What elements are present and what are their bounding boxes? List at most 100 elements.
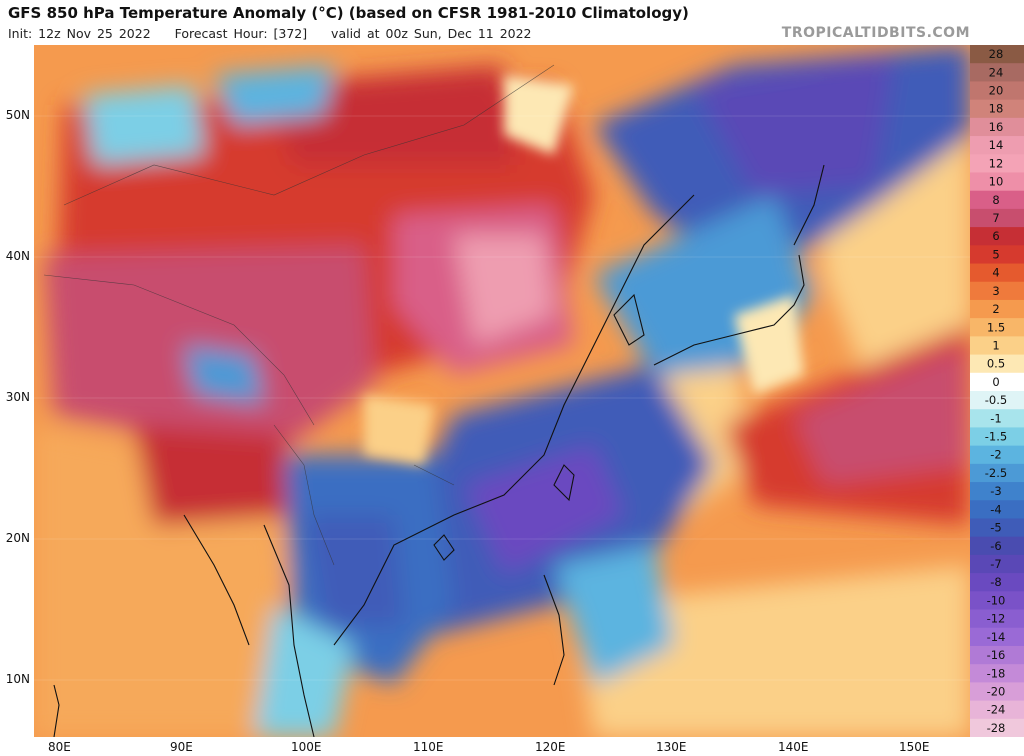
colorbar-label: 2 <box>992 302 999 316</box>
lon-label-80: 80E <box>48 740 71 754</box>
colorbar-swatch <box>970 500 1024 519</box>
lon-label-90: 90E <box>170 740 193 754</box>
colorbar-label: 8 <box>992 193 999 207</box>
colorbar-label: -4 <box>990 502 1001 516</box>
colorbar-swatch <box>970 391 1024 410</box>
colorbar-swatch <box>970 591 1024 611</box>
lat-label-30: 30N <box>5 390 30 404</box>
colorbar-label: 12 <box>989 156 1004 170</box>
brand-watermark: TROPICALTIDBITS.COM <box>781 25 970 41</box>
colorbar-swatch <box>970 81 1024 101</box>
colorbar-label: -2.5 <box>985 466 1007 480</box>
colorbar-swatch <box>970 245 1024 265</box>
colorbar-label: 0.5 <box>987 357 1005 371</box>
lon-label-130: 130E <box>656 740 687 754</box>
anomaly-shading <box>34 45 970 737</box>
coastlines <box>53 164 825 737</box>
neutral-bands <box>364 75 804 465</box>
colorbar-label: -14 <box>987 630 1006 644</box>
colorbar-label: -1.5 <box>985 430 1007 444</box>
colorbar-swatch <box>970 354 1024 374</box>
graticule <box>34 115 970 681</box>
colorbar-swatch <box>970 299 1024 319</box>
colorbar-swatch <box>970 645 1024 665</box>
colorbar-swatch <box>970 63 1024 82</box>
colorbar-label: 16 <box>989 120 1004 134</box>
colorbar-label: 24 <box>989 65 1004 79</box>
colorbar-swatch <box>970 573 1024 592</box>
colorbar-label: -10 <box>987 593 1006 607</box>
colorbar-swatch <box>970 372 1024 392</box>
colorbar: 28 24 20 18 16 14 12 10 8 7 6 5 4 3 2 1.5 1 0.5 0 -0.5 -1 -1.… <box>970 45 1024 737</box>
colorbar-label: -7 <box>990 557 1001 571</box>
colorbar-swatch <box>970 536 1024 556</box>
colorbar-swatch <box>970 682 1024 702</box>
colorbar-swatch <box>970 445 1024 465</box>
lon-label-100: 100E <box>291 740 322 754</box>
lat-label-20: 20N <box>5 531 30 545</box>
colorbar-label: 4 <box>992 266 999 280</box>
colorbar-swatch <box>970 208 1024 228</box>
lon-label-120: 120E <box>535 740 566 754</box>
colorbar-swatch <box>970 664 1024 683</box>
map-title: GFS 850 hPa Temperature Anomaly (°C) (ba… <box>8 4 689 22</box>
colorbar-label: -3 <box>990 484 1001 498</box>
colorbar-swatch <box>970 190 1024 210</box>
colorbar-label: -20 <box>987 684 1006 698</box>
colorbar-label: 0 <box>992 375 999 389</box>
lat-label-10: 10N <box>5 672 30 686</box>
colorbar-swatch <box>970 409 1024 428</box>
forecast-hour: Forecast Hour: [372] <box>174 26 308 41</box>
colorbar-label: 6 <box>992 229 999 243</box>
lat-label-50: 50N <box>5 108 30 122</box>
colorbar-label: -0.5 <box>985 393 1007 407</box>
colorbar-label: -24 <box>987 703 1006 717</box>
colorbar-label: 10 <box>989 175 1004 189</box>
colorbar-label: 20 <box>989 84 1004 98</box>
lon-label-140: 140E <box>778 740 809 754</box>
init-time: Init: 12z Nov 25 2022 <box>8 26 151 41</box>
lat-label-40: 40N <box>5 249 30 263</box>
colorbar-swatch <box>970 518 1024 538</box>
colorbar-swatch <box>970 427 1024 447</box>
colorbar-label: 28 <box>989 47 1004 61</box>
colorbar-swatch <box>970 318 1024 337</box>
colorbar-swatch <box>970 463 1024 483</box>
colorbar-swatch <box>970 172 1024 192</box>
colorbar-swatch <box>970 336 1024 356</box>
lon-label-110: 110E <box>413 740 444 754</box>
valid-time: valid at 00z Sun, Dec 11 2022 <box>331 26 532 41</box>
colorbar-swatch <box>970 554 1024 574</box>
colorbar-label: -5 <box>990 521 1001 535</box>
colorbar-swatch <box>970 718 1024 737</box>
colorbar-swatch <box>970 263 1024 283</box>
colorbar-label: -28 <box>987 721 1006 735</box>
colorbar-legend: 28 24 20 18 16 14 12 10 8 7 6 5 4 3 2 1.5 1 0.5 0 -0.5 -1 -1.… <box>970 45 1024 737</box>
colorbar-swatch <box>970 99 1024 119</box>
colorbar-swatch <box>970 136 1024 155</box>
colorbar-label: 7 <box>992 211 999 225</box>
map-subtitle: Init: 12z Nov 25 2022 Forecast Hour: [37… <box>8 26 532 41</box>
colorbar-label: -16 <box>987 648 1006 662</box>
colorbar-swatch <box>970 154 1024 173</box>
colorbar-label: -18 <box>987 666 1006 680</box>
colorbar-label: 5 <box>992 247 999 261</box>
colorbar-swatch <box>970 45 1024 64</box>
colorbar-label: -8 <box>990 575 1001 589</box>
colorbar-label: -1 <box>990 411 1001 425</box>
colorbar-label: -6 <box>990 539 1001 553</box>
colorbar-label: -12 <box>987 612 1006 626</box>
anomaly-field <box>34 45 970 737</box>
colorbar-swatch <box>970 117 1024 137</box>
colorbar-swatch <box>970 281 1024 301</box>
colorbar-swatch <box>970 227 1024 246</box>
colorbar-label: 14 <box>989 138 1004 152</box>
colorbar-swatch <box>970 627 1024 647</box>
anomaly-map <box>34 45 970 737</box>
colorbar-label: -2 <box>990 448 1001 462</box>
colorbar-label: 1.5 <box>987 320 1005 334</box>
colorbar-label: 1 <box>992 338 999 352</box>
borders <box>43 64 555 566</box>
colorbar-swatch <box>970 482 1024 501</box>
lon-label-150: 150E <box>899 740 930 754</box>
